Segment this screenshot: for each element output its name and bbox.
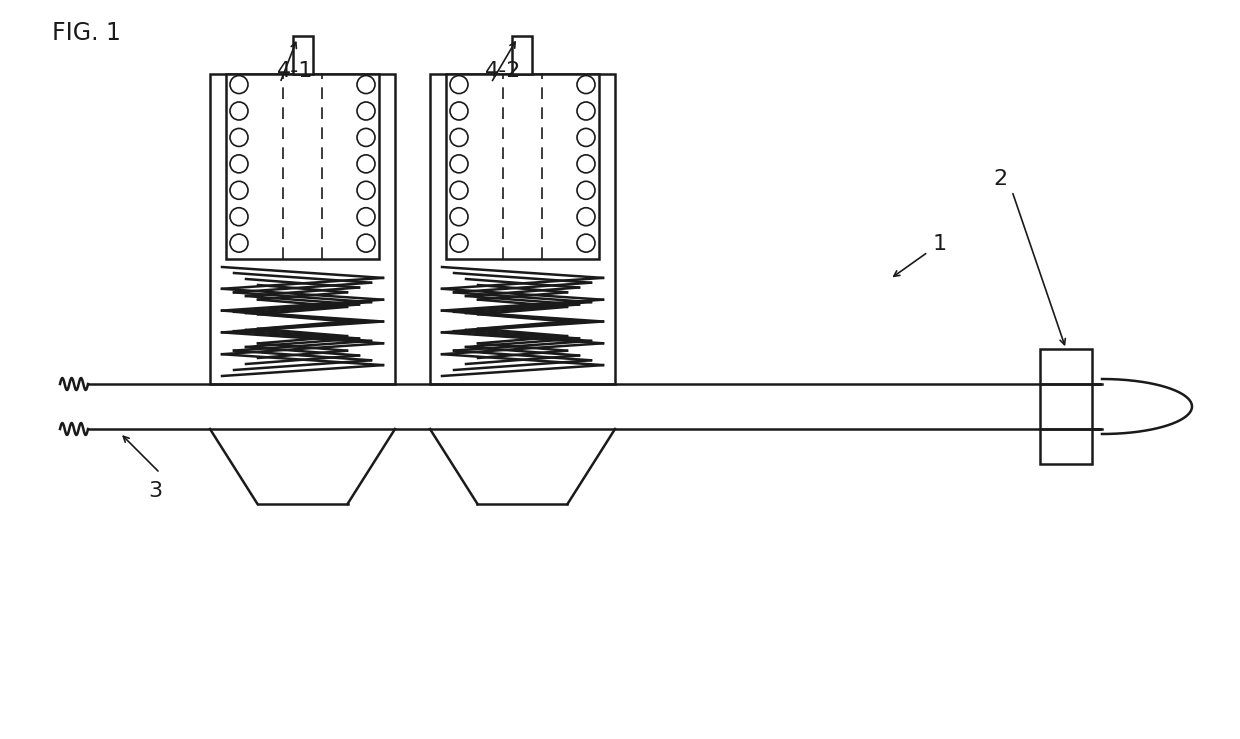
Bar [226,74,379,259]
Text: 4-1: 4-1 [277,61,314,81]
Bar [446,74,599,259]
Bar [210,74,396,384]
Bar [1040,349,1092,464]
Bar [512,36,532,74]
Bar [293,36,312,74]
Text: 2: 2 [993,169,1007,189]
Text: FIG. 1: FIG. 1 [52,21,120,45]
Text: 1: 1 [932,234,947,254]
Bar [430,74,615,384]
Text: 3: 3 [148,481,162,501]
Text: 4-2: 4-2 [485,61,521,81]
